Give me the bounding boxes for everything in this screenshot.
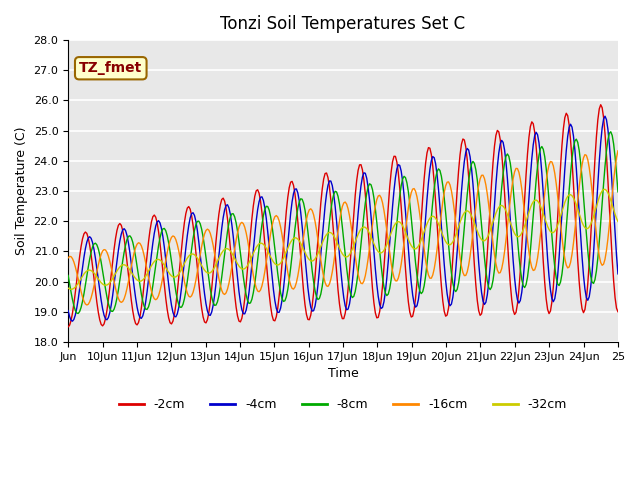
Legend: -2cm, -4cm, -8cm, -16cm, -32cm: -2cm, -4cm, -8cm, -16cm, -32cm bbox=[114, 394, 572, 417]
Y-axis label: Soil Temperature (C): Soil Temperature (C) bbox=[15, 127, 28, 255]
X-axis label: Time: Time bbox=[328, 367, 358, 380]
Text: TZ_fmet: TZ_fmet bbox=[79, 61, 142, 75]
Title: Tonzi Soil Temperatures Set C: Tonzi Soil Temperatures Set C bbox=[221, 15, 466, 33]
